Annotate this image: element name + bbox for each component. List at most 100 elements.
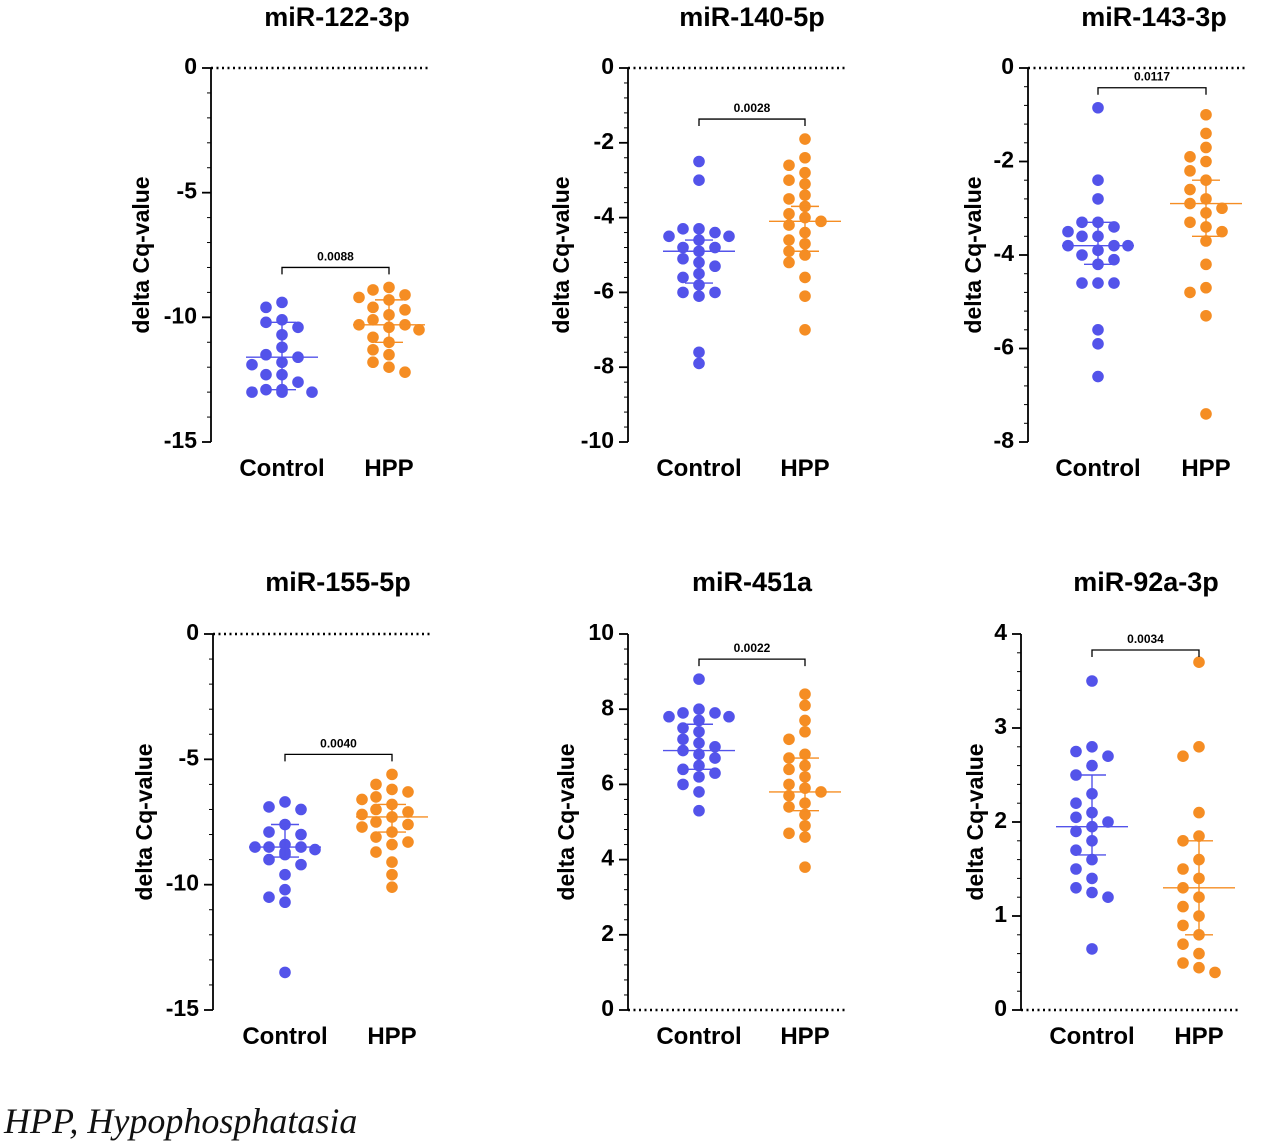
data-point-hpp: [1200, 408, 1212, 420]
data-point-hpp: [799, 748, 811, 761]
data-point-control: [693, 357, 705, 370]
x-tick-label-hpp: HPP: [780, 455, 829, 482]
p-value-label: 0.0034: [1127, 632, 1164, 646]
data-point-control: [677, 707, 689, 719]
data-point-hpp: [367, 356, 379, 369]
data-point-hpp: [783, 208, 795, 220]
y-tick-label: 10: [588, 619, 614, 645]
data-point-hpp: [799, 808, 811, 821]
data-point-control: [246, 358, 258, 371]
chart-panel-3: miR-143-3p delta Cq-value 0 -2 -4 -6 -8 Control…: [960, 2, 1248, 482]
x-tick-label-control: Control: [1055, 455, 1140, 482]
data-point-control: [279, 966, 291, 979]
data-point-control: [709, 752, 721, 764]
data-point-hpp: [1200, 108, 1212, 121]
data-point-hpp: [799, 249, 811, 261]
significance-bracket: [1097, 87, 1207, 95]
data-point-control: [295, 803, 307, 816]
y-tick-label: 1: [994, 901, 1007, 927]
data-point-control: [1108, 277, 1120, 289]
data-point-hpp: [1184, 151, 1196, 163]
data-point-control: [279, 883, 291, 896]
data-point-hpp: [386, 868, 398, 881]
data-point-hpp: [402, 786, 414, 798]
data-point-hpp: [356, 793, 368, 806]
chart-panel-2: miR-140-5p delta Cq-value 0 -2 -4 -6 -8 -10 Cont…: [548, 2, 848, 482]
data-point-hpp: [783, 733, 795, 746]
data-point-hpp: [1200, 155, 1212, 168]
data-point-hpp: [783, 827, 795, 840]
data-point-control: [693, 703, 705, 715]
y-tick-label: 0: [994, 995, 1007, 1021]
y-tick-label: 0: [184, 53, 197, 79]
data-point-hpp: [367, 301, 379, 314]
data-point-control: [693, 174, 705, 186]
data-point-hpp: [1184, 165, 1196, 177]
data-point-control: [1070, 825, 1082, 838]
x-tick-label-hpp: HPP: [1181, 455, 1230, 482]
chart-panel-1: miR-122-3p delta Cq-value 0 -5 -10 -15 Control…: [128, 2, 431, 482]
data-point-control: [292, 321, 304, 334]
data-point-control: [263, 801, 275, 813]
y-axis-label: delta Cq-value: [962, 743, 988, 900]
data-point-control: [1070, 797, 1082, 809]
data-point-control: [709, 241, 721, 254]
data-point-control: [677, 241, 689, 254]
data-point-hpp: [1193, 806, 1205, 819]
data-point-control: [1102, 891, 1114, 903]
data-point-control: [693, 223, 705, 235]
y-tick-label: -4: [594, 203, 615, 229]
data-point-hpp: [799, 819, 811, 832]
data-point-control: [677, 778, 689, 791]
data-point-hpp: [370, 816, 382, 828]
p-value-label: 0.0117: [1134, 70, 1170, 84]
data-point-hpp: [1193, 947, 1205, 960]
x-tick-label-hpp: HPP: [367, 1023, 416, 1050]
chart-panel-5: miR-451a delta Cq-value 10 8 6 4 2 0 Control HPP 0…: [553, 567, 848, 1050]
x-tick-label-control: Control: [656, 455, 741, 482]
y-tick-label: 8: [601, 694, 614, 720]
data-point-control: [1070, 882, 1082, 894]
data-point-hpp: [367, 343, 379, 356]
data-point-control: [677, 271, 689, 284]
data-point-hpp: [1200, 235, 1212, 247]
data-point-hpp: [370, 778, 382, 791]
data-point-hpp: [1193, 656, 1205, 668]
y-tick-label: 4: [994, 619, 1007, 645]
data-point-control: [276, 296, 288, 309]
data-point-hpp: [799, 151, 811, 164]
data-point-control: [709, 226, 721, 239]
data-point-hpp: [783, 752, 795, 764]
data-point-hpp: [1216, 225, 1228, 238]
data-point-control: [246, 386, 258, 398]
data-point-control: [1086, 675, 1098, 687]
y-tick-label: -2: [994, 147, 1014, 173]
data-point-control: [1092, 174, 1104, 186]
data-point-control: [1086, 741, 1098, 753]
data-point-control: [693, 673, 705, 685]
data-point-control: [1086, 943, 1098, 955]
data-point-control: [709, 767, 721, 779]
data-point-control: [1102, 750, 1114, 762]
data-point-hpp: [1177, 900, 1189, 913]
data-point-control: [663, 230, 675, 243]
y-tick-label: -10: [166, 870, 199, 896]
data-point-hpp: [799, 831, 811, 843]
data-point-hpp: [356, 821, 368, 833]
data-point-hpp: [370, 803, 382, 816]
data-point-control: [1092, 370, 1104, 383]
data-point-hpp: [783, 801, 795, 813]
data-point-hpp: [386, 783, 398, 796]
data-point-hpp: [1200, 141, 1212, 154]
y-axis-label: delta Cq-value: [960, 176, 986, 333]
data-point-control: [1070, 811, 1082, 824]
data-point-control: [1070, 769, 1082, 781]
y-tick-label: 2: [601, 920, 614, 946]
data-point-hpp: [783, 778, 795, 791]
y-tick-label: 0: [601, 53, 614, 79]
p-value-label: 0.0028: [734, 101, 771, 115]
data-point-hpp: [1177, 835, 1189, 847]
data-point-control: [1076, 277, 1088, 289]
x-tick-label-hpp: HPP: [1174, 1023, 1223, 1050]
